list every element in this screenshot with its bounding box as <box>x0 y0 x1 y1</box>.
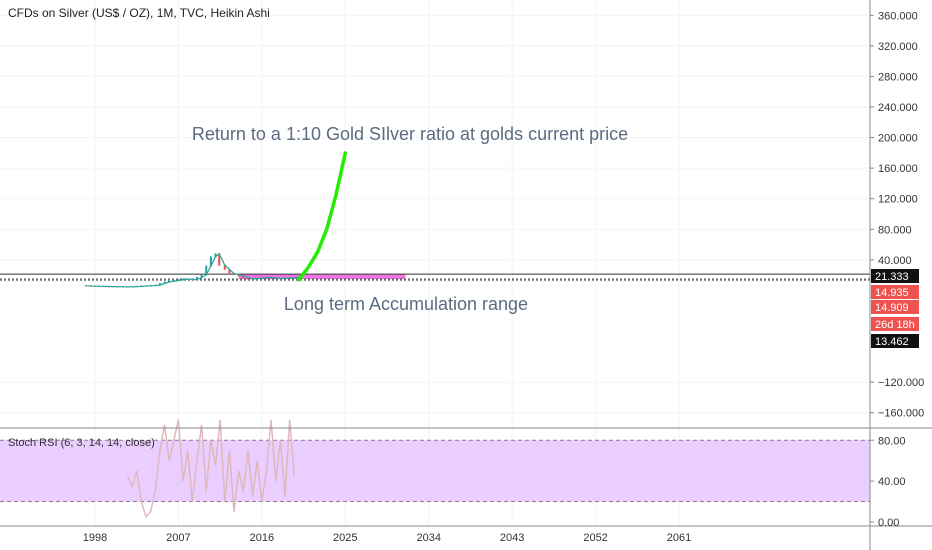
price-candle <box>209 256 212 267</box>
time-tick-label: 2007 <box>166 532 190 544</box>
annotation-projection: Return to a 1:10 Gold SIlver ratio at go… <box>192 124 628 144</box>
price-candle <box>195 276 198 281</box>
time-tick-label: 2052 <box>583 532 607 544</box>
price-tick-label: 320.000 <box>878 41 918 53</box>
price-tick-label: 200.000 <box>878 133 918 145</box>
price-badge <box>871 269 919 283</box>
price-badge-label: 14.935 <box>875 287 909 299</box>
price-badge-label: 14.909 <box>875 302 909 314</box>
main-grid <box>0 0 870 428</box>
price-candle <box>223 264 226 270</box>
price-tick-label: 120.000 <box>878 194 918 206</box>
price-tick-label: 40.000 <box>878 255 912 267</box>
price-tick-label: 240.000 <box>878 102 918 114</box>
price-history-line <box>85 252 299 288</box>
time-tick-label: 2043 <box>500 532 524 544</box>
price-badge-label: 21.333 <box>875 271 909 283</box>
price-candle <box>158 283 161 286</box>
price-candle <box>205 265 208 276</box>
price-tick-label: 80.000 <box>878 224 912 236</box>
price-tick-label: 160.000 <box>878 163 918 175</box>
rsi-tick-label: 80.00 <box>878 435 906 447</box>
price-badge-label: 13.462 <box>875 336 909 348</box>
accumulation-range-box <box>238 274 406 280</box>
price-candle <box>242 275 245 278</box>
price-candle <box>163 281 166 285</box>
rsi-band-fill <box>0 440 870 502</box>
stoch-rsi-series <box>126 419 296 519</box>
price-tick-label: −120.000 <box>878 377 924 389</box>
price-badge-label: 26d 18h <box>875 319 915 331</box>
accumulation-range <box>238 274 406 280</box>
rsi-axis[interactable]: 80.00 40.00 0.00 <box>870 435 906 529</box>
time-tick-label: 2025 <box>333 532 357 544</box>
price-lines <box>0 273 870 281</box>
time-tick-label: 2034 <box>416 532 440 544</box>
price-badge <box>871 317 919 331</box>
rsi-tick-label: 40.00 <box>878 476 906 488</box>
time-tick-label: 1998 <box>83 532 107 544</box>
price-badge <box>871 300 919 314</box>
price-series <box>85 252 299 288</box>
annotation-range: Long term Accumulation range <box>284 294 528 314</box>
stoch-rsi-k-line <box>126 419 296 519</box>
chart-title: CFDs on Silver (US$ / OZ), 1M, TVC, Heik… <box>8 6 270 20</box>
price-candle <box>246 276 249 280</box>
rsi-title: Stoch RSI (6, 3, 14, 14, close) <box>8 437 155 449</box>
projection-curve <box>297 151 348 282</box>
price-candles <box>84 253 296 288</box>
price-candle <box>214 253 217 258</box>
price-badges: 21.333 14.935 14.909 26d 18h 13.462 <box>871 269 919 348</box>
rsi-band <box>0 439 870 502</box>
price-tick-label: 360.000 <box>878 10 918 22</box>
price-badge <box>871 334 919 348</box>
time-tick-label: 2061 <box>667 532 691 544</box>
price-tick-label: 280.000 <box>878 71 918 83</box>
projection-line <box>297 151 348 282</box>
price-tick-label: −160.000 <box>878 408 924 420</box>
rsi-tick-label: 0.00 <box>878 517 899 529</box>
time-axis[interactable]: 1998 2007 2016 2025 2034 2043 2052 2061 <box>83 532 691 544</box>
price-badge <box>871 285 919 299</box>
price-candle <box>218 253 221 266</box>
time-tick-label: 2016 <box>250 532 274 544</box>
price-candle <box>228 268 231 275</box>
price-axis[interactable]: 360.000 320.000 280.000 240.000 200.000 160.0… <box>870 10 924 420</box>
price-candle <box>200 274 203 278</box>
